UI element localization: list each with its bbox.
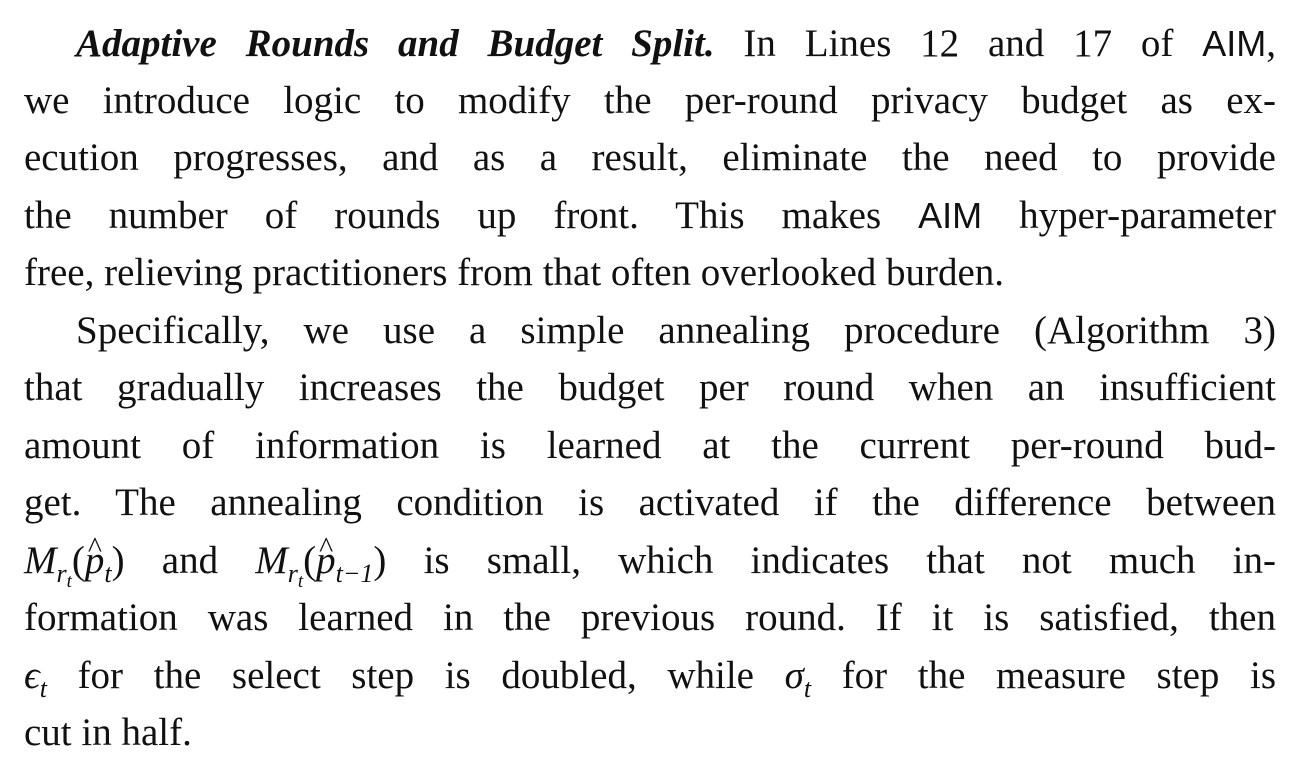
math-epsilon-t: ϵt xyxy=(24,654,47,703)
p1-line4-text-a: the number of rounds up front. This make… xyxy=(24,194,882,237)
p1-line4-text-b: hyper-parameter xyxy=(1019,194,1276,237)
p1-line1-comma: , xyxy=(1266,22,1276,65)
math-m-rt-pt: Mrt(pt) xyxy=(24,520,125,591)
section-heading: Adaptive Rounds and Budget Split. xyxy=(76,22,715,65)
p1-line1-text: In Lines 12 and 17 of xyxy=(743,22,1174,65)
p1-line-3: ecution progresses, and as a result, eli… xyxy=(24,136,1276,179)
p2-line-1: Specifically, we use a simple annealing … xyxy=(76,309,1276,352)
aim-acronym: AIM xyxy=(918,195,983,236)
p2-line5-and: and xyxy=(161,539,219,582)
p2-line-6: formation was learned in the previous ro… xyxy=(24,596,1276,639)
p2-line7-text-a: for the select step is doubled, while xyxy=(77,654,754,697)
math-m-rt-pt-minus-1: Mrt(pt−1) xyxy=(255,520,386,591)
p2-line-5: Mrt(pt) and Mrt(pt−1) is small, which in… xyxy=(24,520,1277,591)
p1-line-5: free, relieving practitioners from that … xyxy=(24,251,1005,294)
math-sigma-t: σt xyxy=(784,654,812,703)
p1-line-4: the number of rounds up front. This make… xyxy=(24,188,1276,244)
p2-line7-text-b: for the measure step is xyxy=(841,654,1277,697)
aim-acronym: AIM xyxy=(1202,23,1267,64)
p2-line-7: ϵt for the select step is doubled, while… xyxy=(24,648,1276,704)
p2-line-3: amount of information is learned at the … xyxy=(24,424,1276,467)
p2-line-8: cut in half. xyxy=(24,711,192,754)
p1-line-1: Adaptive Rounds and Budget Split. In Lin… xyxy=(76,16,1276,72)
p2-line-4: get. The annealing condition is activate… xyxy=(24,481,1276,524)
p2-line-2: that gradually increases the budget per … xyxy=(24,366,1276,409)
p2-line5-rest: is small, which indicates that not much … xyxy=(423,539,1277,582)
p1-line-2: we introduce logic to modify the per-rou… xyxy=(24,79,1276,122)
